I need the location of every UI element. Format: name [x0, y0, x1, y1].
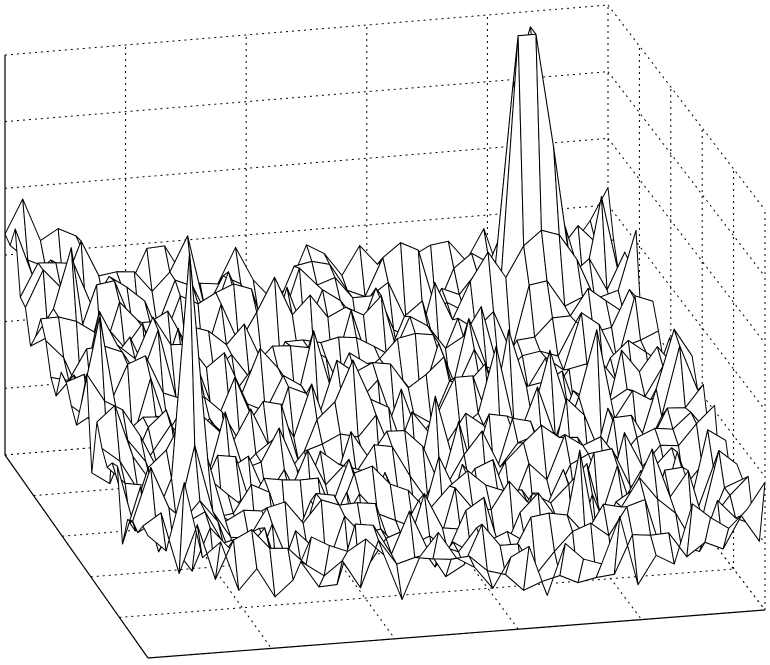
- side-wall-gridline: [607, 138, 766, 344]
- y-axis-line: [4, 454, 149, 659]
- axis-layer: [4, 55, 766, 659]
- surface-mesh-cell: [740, 481, 766, 542]
- side-wall-gridline: [607, 4, 766, 211]
- mesh-layer: [4, 26, 766, 601]
- back-wall-gridline: [4, 4, 609, 56]
- side-wall-gridline: [607, 71, 766, 277]
- floor-gridline: [119, 568, 734, 618]
- back-wall-gridline: [4, 71, 609, 123]
- x-axis-line: [147, 609, 766, 659]
